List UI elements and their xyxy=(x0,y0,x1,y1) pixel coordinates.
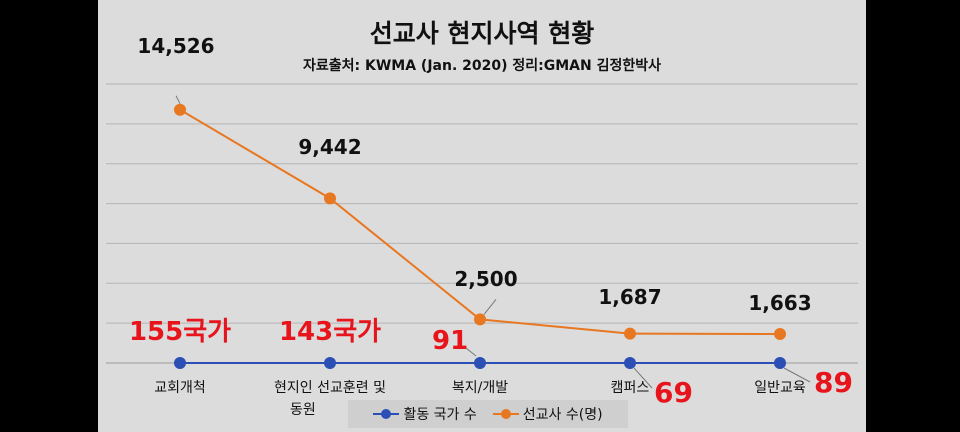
missionaries-series-line xyxy=(179,108,781,336)
countries-data-label: 91 xyxy=(432,326,468,356)
legend-swatch-countries xyxy=(373,409,400,419)
legend-item-countries: 활동 국가 수 xyxy=(373,404,477,424)
missionaries-data-label: 14,526 xyxy=(137,34,214,58)
missionaries-point xyxy=(624,327,636,340)
chart-title: 선교사 현지사역 현황 xyxy=(369,19,595,48)
countries-data-label: 69 xyxy=(654,376,693,409)
missionaries-point xyxy=(774,328,786,341)
x-tick-label: 교회개척 xyxy=(154,380,206,396)
chart-subtitle: 자료출처: KWMA (Jan. 2020) 정리:GMAN 김정한박사 xyxy=(303,58,661,74)
countries-data-label: 89 xyxy=(814,366,853,399)
missionaries-data-label: 9,442 xyxy=(298,135,361,159)
leader-line xyxy=(465,347,477,357)
countries-point xyxy=(174,357,186,369)
x-tick-label: 캠퍼스 xyxy=(611,380,650,396)
countries-data-label: 143국가 xyxy=(279,317,381,347)
countries-point xyxy=(474,357,486,369)
countries-point xyxy=(324,357,336,369)
missionaries-data-label: 1,687 xyxy=(598,285,661,309)
x-tick-label: 일반교육 xyxy=(754,380,806,396)
leader-line xyxy=(175,95,181,104)
legend-swatch-missionaries xyxy=(492,409,519,419)
missionaries-point xyxy=(174,103,186,116)
leader-line xyxy=(783,367,811,383)
chart-panel: 선교사 현지사역 현황 자료출처: KWMA (Jan. 2020) 정리:GM… xyxy=(98,0,866,432)
missionaries-data-label: 2,500 xyxy=(454,267,517,291)
line-chart: 14,526 9,442 2,500 1,687 1,663 155국가 143국가 91 69… xyxy=(106,34,858,418)
chart-legend: 활동 국가 수 선교사 수(명) xyxy=(348,400,628,428)
countries-point xyxy=(624,357,636,369)
missionaries-point xyxy=(324,192,336,205)
leader-line xyxy=(483,299,497,315)
legend-item-missionaries: 선교사 수(명) xyxy=(492,404,603,424)
x-tick-label: 동원 xyxy=(290,402,316,418)
missionaries-point xyxy=(474,313,486,326)
x-tick-label: 현지인 선교훈련 및 xyxy=(274,380,386,396)
legend-label-countries: 활동 국가 수 xyxy=(403,407,477,423)
legend-label-missionaries: 선교사 수(명) xyxy=(522,407,603,423)
countries-point xyxy=(774,357,786,369)
countries-data-label: 155국가 xyxy=(129,317,231,347)
x-tick-label: 복지/개발 xyxy=(452,380,508,396)
missionaries-data-label: 1,663 xyxy=(748,291,811,315)
leader-line xyxy=(633,367,653,389)
